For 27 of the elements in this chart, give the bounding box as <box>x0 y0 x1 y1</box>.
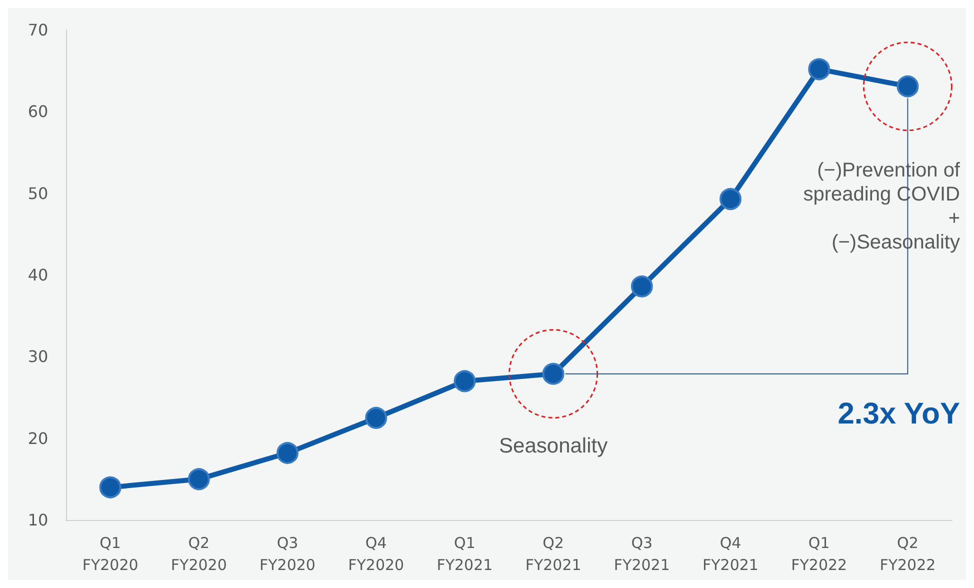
x-tick-label: Q2 FY2020 <box>170 534 227 574</box>
point <box>276 442 298 464</box>
y-tick-label: 70 <box>28 20 48 40</box>
point <box>454 370 476 392</box>
point <box>630 275 653 298</box>
y-tick-label: 50 <box>28 184 48 203</box>
point <box>808 58 830 80</box>
y-tick-label: 20 <box>28 428 48 448</box>
x-tick-label: Q2 FY2021 <box>525 534 582 574</box>
x-tick-label: Q2 FY2022 <box>880 534 936 574</box>
x-tick-label: Q1 FY2021 <box>436 534 493 574</box>
x-tick-label: Q4 FY2020 <box>348 534 404 574</box>
y-tick-label: 40 <box>28 266 48 284</box>
point <box>99 476 122 498</box>
y-tick-label: 60 <box>28 102 48 122</box>
annotation: Seasonality <box>499 434 608 458</box>
y-tick-label: 10 <box>28 510 48 530</box>
point <box>720 188 742 210</box>
point <box>188 468 210 490</box>
y-tick-label: 30 <box>28 347 48 366</box>
x-tick-label: Q1 FY2020 <box>82 534 138 574</box>
x-tick-label: Q1 FY2022 <box>791 534 848 574</box>
point <box>365 406 388 429</box>
x-tick-label: Q3 FY2020 <box>260 534 316 574</box>
x-tick-label: Q3 FY2021 <box>614 534 670 574</box>
x-tick-label: Q4 FY2021 <box>702 534 758 574</box>
annotation: 2.3x YoY <box>838 397 960 430</box>
